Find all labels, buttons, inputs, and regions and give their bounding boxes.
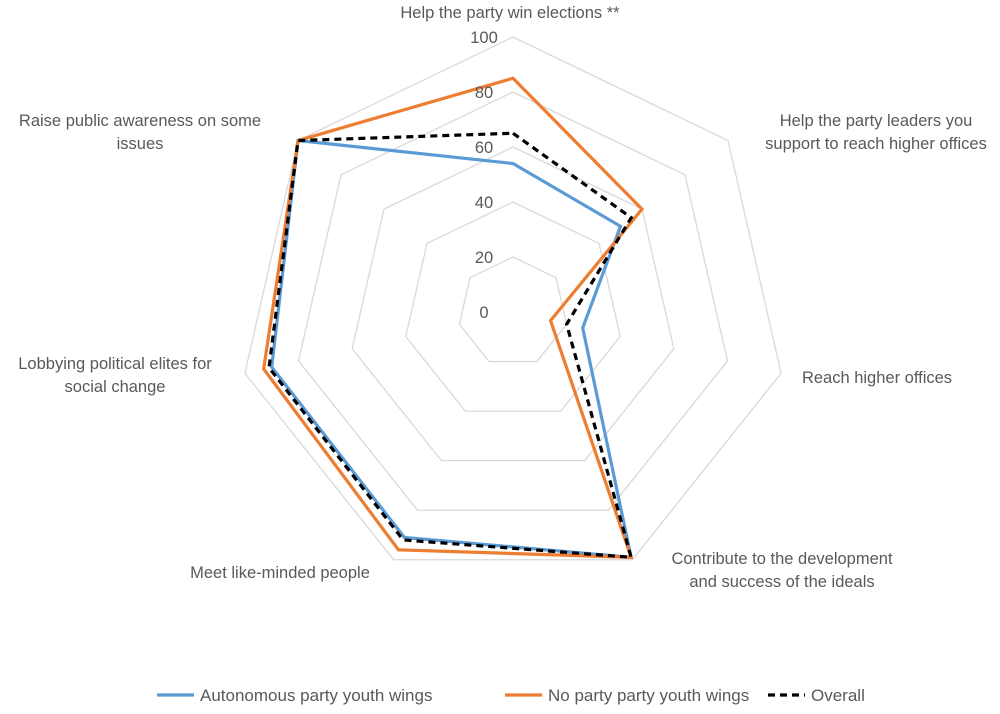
category-label-6: Raise public awareness on some issues [19,112,261,153]
legend: Autonomous party youth wings No party par… [157,686,865,705]
series-line-0 [270,138,634,560]
radial-tick-labels: 0 20 40 60 80 100 [470,29,498,322]
legend-label: No party party youth wings [548,686,749,705]
tick-label-5: 100 [470,29,498,47]
legend-item-0: Autonomous party youth wings [157,686,432,705]
category-label-line: Reach higher offices [802,369,952,387]
category-label-line: Lobbying political elites for [18,355,212,373]
category-label-line: issues [117,135,164,153]
category-label-3: Contribute to the development and success… [671,550,892,591]
radar-grid [244,36,782,561]
category-label-line: Help the party win elections ** [400,4,620,22]
category-label-line: Raise public awareness on some [19,112,261,130]
grid-ring-100 [244,36,782,561]
tick-label-0: 0 [479,304,488,322]
category-label-0: Help the party win elections ** [400,4,620,22]
grid-ring-80 [297,91,729,511]
radar-series [261,76,645,560]
category-label-line: Help the party leaders you [780,112,973,130]
grid-ring-60 [351,146,675,462]
category-label-line: social change [65,378,166,396]
category-label-line: Meet like-minded people [190,564,370,582]
legend-label: Autonomous party youth wings [200,686,432,705]
legend-item-1: No party party youth wings [505,686,749,705]
category-label-5: Lobbying political elites for social chan… [18,355,212,396]
grid-ring-20 [458,256,568,363]
category-label-line: Contribute to the development [671,550,892,568]
category-label-2: Reach higher offices [802,369,952,387]
tick-label-2: 40 [475,194,493,212]
legend-label: Overall [811,686,865,705]
category-label-line: support to reach higher offices [765,135,987,153]
category-labels: Help the party win elections ** Help the … [18,4,987,591]
category-label-line: and success of the ideals [689,573,874,591]
legend-item-2: Overall [768,686,865,705]
tick-label-3: 60 [475,139,493,157]
tick-label-4: 80 [475,84,493,102]
tick-label-1: 20 [475,249,493,267]
category-label-4: Meet like-minded people [190,564,370,582]
category-label-1: Help the party leaders you support to rea… [765,112,987,153]
grid-ring-40 [405,201,621,412]
series-line-2 [267,131,634,560]
